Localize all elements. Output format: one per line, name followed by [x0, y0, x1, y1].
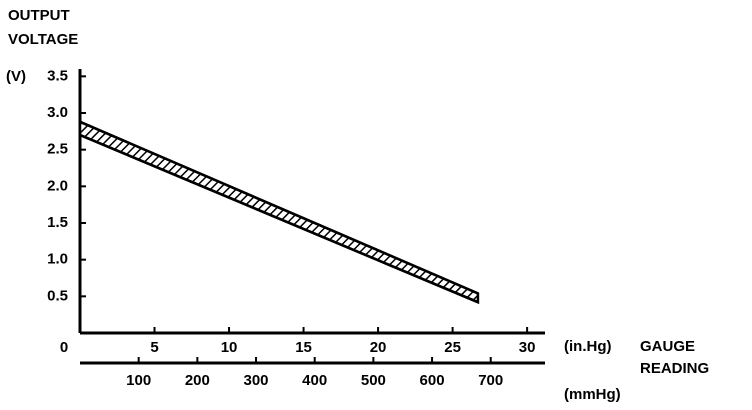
band-lower	[79, 133, 479, 304]
x-tick-label: 15	[295, 339, 312, 356]
x-tick-label: 10	[221, 339, 238, 356]
x2-tick-label: 600	[420, 372, 445, 389]
x-tick-label: 25	[444, 339, 461, 356]
x-label-line: READING	[640, 360, 709, 377]
x2-tick-label: 500	[361, 372, 386, 389]
x2-tick-label: 300	[244, 372, 269, 389]
y-tick-label: 2.0	[47, 177, 68, 194]
y-tick-label: 3.5	[47, 67, 68, 84]
y-unit: (V)	[6, 68, 26, 85]
x2-tick-label: 200	[185, 372, 210, 389]
x2-tick-label: 100	[126, 372, 151, 389]
y-tick-label: 1.5	[47, 214, 68, 231]
band-upper	[79, 120, 479, 295]
x2-tick-label: 400	[302, 372, 327, 389]
x-tick-label: 5	[150, 339, 158, 356]
x-unit: (in.Hg)	[564, 338, 611, 355]
y-tick-label: 1.0	[47, 251, 68, 268]
y-tick-label: 0.5	[47, 287, 68, 304]
y-tick-label: 3.0	[47, 104, 68, 121]
title-line: VOLTAGE	[8, 31, 78, 48]
title-line: OUTPUT	[8, 7, 70, 24]
x-label-line: GAUGE	[640, 338, 695, 355]
x-tick-label: 30	[519, 339, 536, 356]
x-tick-label: 20	[370, 339, 387, 356]
y-tick-label: 2.5	[47, 141, 68, 158]
x2-unit: (mmHg)	[564, 386, 621, 403]
x2-tick-label: 700	[478, 372, 503, 389]
x-tick-label: 0	[60, 339, 68, 356]
